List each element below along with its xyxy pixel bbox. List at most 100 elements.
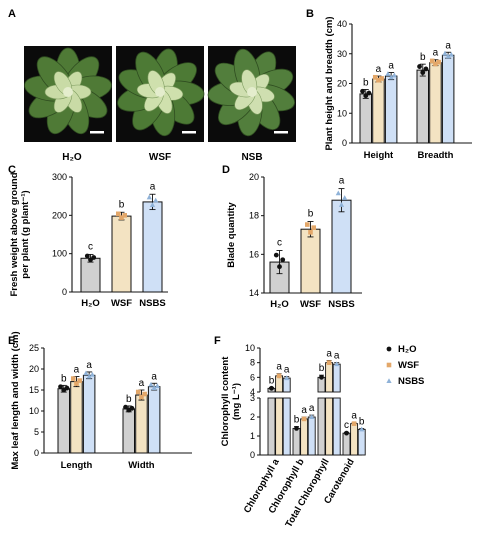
- plant-center: [63, 87, 73, 97]
- chart-d-1-point-2: [311, 225, 316, 230]
- chart-c-1-point-0: [116, 211, 121, 217]
- chart-f-lower-ytick-label-0: 0: [250, 450, 255, 460]
- chart-f-3-2-bar: [357, 428, 366, 456]
- chart-b-0-0-point-2: [366, 90, 372, 96]
- plant-center: [247, 87, 257, 97]
- chart-e-1-1-bar: [135, 394, 148, 454]
- chart-c-0-bar: [80, 257, 101, 293]
- chart-b-1-2-point-0: [442, 50, 448, 56]
- chart-f-lower-ytick-label-1: 1: [250, 431, 255, 441]
- chart-c-sig-1: b: [119, 199, 125, 210]
- legend-label-0: H₂O: [398, 344, 416, 355]
- chart-e-1-0-point-2: [129, 405, 135, 411]
- chart-e-category-0: Length: [61, 460, 93, 471]
- chart-e-0-0-point-0: [58, 384, 63, 390]
- chart-f-1-2-point: [309, 414, 315, 419]
- chart-b-sig-0-2: a: [388, 60, 394, 71]
- chart-f-2-1-bar-lower: [325, 397, 334, 456]
- chart-d-category-2: NSBS: [328, 299, 354, 310]
- chart-e-1-1-point-1: [139, 394, 144, 400]
- plant-photo-group: [24, 46, 296, 142]
- chart-e-0-0-point-2: [64, 385, 70, 391]
- chart-f-3-1-point: [351, 421, 357, 426]
- photo-label-nsb: NSB: [241, 152, 262, 163]
- panel-letter-f: F: [214, 335, 221, 347]
- chart-c-2-bar: [142, 201, 163, 293]
- chart-f-2-0-bar-lower: [317, 397, 326, 456]
- chart-b-1-1-point-1: [433, 61, 438, 67]
- chart-b-ylabel: Plant height and breadth (cm): [324, 16, 335, 150]
- chart-d-sig-2: a: [339, 176, 345, 187]
- chart-e-ytick-label-1: 5: [34, 427, 39, 437]
- panel-letter-a: A: [8, 8, 16, 20]
- chart-b-1-1-bar: [429, 62, 442, 144]
- chart-f-sig-0-0: b: [269, 376, 275, 387]
- chart-f-sig-0-2: a: [284, 365, 290, 376]
- panel-letter-d: D: [222, 164, 230, 176]
- chart-f-1-1-point: [301, 416, 307, 422]
- chart-f-3-1: a: [350, 411, 359, 456]
- chart-d-ytick-label-0: 14: [249, 288, 259, 298]
- chart-b-1-2-point-2: [448, 51, 454, 57]
- chart-f-sig-2-0: b: [319, 363, 325, 374]
- chart-d-1-bar: [300, 228, 321, 294]
- chart-f-0-2: a: [282, 365, 291, 456]
- chart-f-3-0-bar: [342, 432, 351, 456]
- chart-b-0-2-bar: [384, 75, 398, 144]
- chart-f-0-1-bar-lower: [275, 397, 284, 456]
- chart-f-3-2-point: [359, 426, 365, 432]
- chart-e-0-1-point-1: [74, 381, 79, 386]
- chart-f-3-0-point: [344, 430, 349, 436]
- panel-letter-e: E: [8, 335, 15, 347]
- chart-e-1-2-bar: [147, 386, 161, 454]
- chart-e-ytick-label-3: 15: [29, 385, 39, 395]
- chart-f-1-2: a: [307, 403, 316, 456]
- chart-e-0-2-bar: [82, 374, 96, 454]
- chart-d-sig-1: b: [308, 208, 314, 219]
- chart-e-sig-0-1: a: [74, 365, 80, 376]
- chart-f-sig-2-2: a: [334, 351, 340, 362]
- chart-d: 14 16 18 20 Blade quantity c H₂O b WSF a NSBS: [226, 172, 362, 310]
- photo-label-wsf: WSF: [149, 152, 171, 163]
- chart-c-1-point-2: [122, 213, 127, 218]
- chart-b-1-0-point-2: [423, 66, 429, 72]
- chart-f-upper-ytick-label-3: 10: [245, 343, 255, 353]
- panel-letter-c: C: [8, 164, 16, 176]
- legend-marker-0: [386, 346, 392, 352]
- chart-f-0-1: a: [275, 362, 284, 456]
- chart-b-sig-1-1: a: [433, 48, 439, 59]
- chart-f-3-2: b: [357, 416, 366, 456]
- legend-label-2: NSBS: [398, 376, 424, 387]
- chart-c-0-point-0: [84, 253, 90, 259]
- chart-c: 0 100 200 300 Fresh weight above groundper p…: [9, 172, 168, 309]
- chart-e-sig-0-0: b: [61, 373, 67, 384]
- chart-b-0-1-bar: [372, 78, 385, 144]
- chart-e-0-1-point-0: [70, 376, 76, 381]
- chart-f-2-1: a: [325, 348, 334, 456]
- chart-d-1-point-1: [308, 229, 313, 235]
- chart-e-ytick-label-0: 0: [34, 448, 39, 458]
- chart-c-ylabel: Fresh weight above groundper plant (g pl…: [9, 172, 31, 296]
- chart-f-sig-1-0: b: [294, 415, 300, 426]
- chart-f-1-1-bar: [300, 418, 309, 456]
- chart-c-sig-0: c: [88, 241, 93, 252]
- chart-d-sig-0: c: [277, 237, 282, 248]
- chart-d-ylabel: Blade quantity: [226, 202, 237, 268]
- chart-f-lower-ytick-label-2: 2: [250, 412, 255, 422]
- chart-e-sig-1-2: a: [151, 371, 157, 382]
- legend-label-1: WSF: [398, 360, 419, 371]
- chart-b-0-1-point-1: [376, 77, 381, 83]
- plant-photo-1: [116, 46, 205, 142]
- chart-f-lower-ytick-label-3: 3: [250, 393, 255, 403]
- chart-f-ylabel: Chlorophyll content(mg L⁻¹): [220, 356, 242, 447]
- photo-label-h2o: H₂O: [62, 152, 82, 163]
- chart-e-0-2-point-0: [83, 370, 89, 376]
- chart-d-2-point-1: [338, 202, 345, 207]
- chart-c-ylabel-line1: Fresh weight above ground: [9, 172, 20, 296]
- chart-f-sig-1-1: a: [301, 405, 307, 416]
- chart-e-1-0-bar: [122, 408, 135, 454]
- chart-b-0-1-point-2: [379, 76, 384, 81]
- chart-b-1-1-point-0: [429, 58, 435, 64]
- chart-f-0-1-bar-upper: [275, 375, 284, 393]
